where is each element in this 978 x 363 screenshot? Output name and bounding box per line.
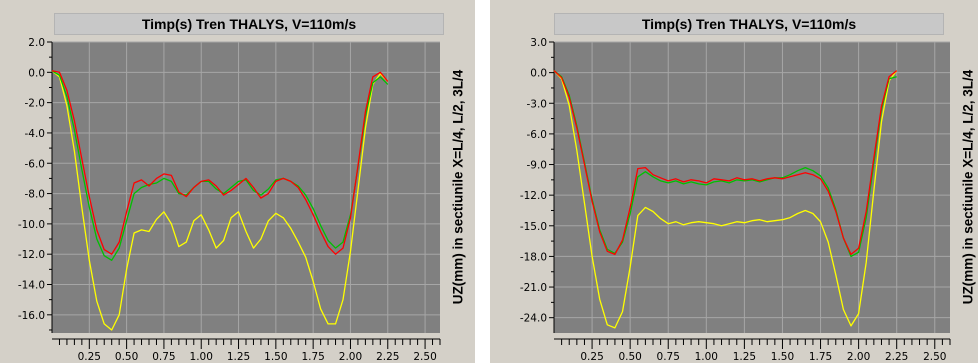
- x-tick-label: 1.75: [809, 351, 832, 363]
- y-tick-label: -9.0: [527, 160, 548, 172]
- plot-area: [52, 42, 440, 333]
- y-tick-label: -12.0: [18, 249, 45, 261]
- series-line: [51, 70, 389, 255]
- x-tick-label: 1.50: [771, 351, 794, 363]
- chart-panel-right: Timp(s) Tren THALYS, V=110m/s UZ(mm) in …: [490, 0, 978, 363]
- series-line: [553, 70, 898, 329]
- x-tick-label: 1.75: [301, 351, 324, 363]
- y-tick-label: -15.0: [520, 221, 547, 233]
- x-tick-label: 1.50: [264, 351, 287, 363]
- line-chart-right: 3.0 0.0 -3.0 -6.0 -9.0 -12.0 -15.0 -18.0 -21.0 -2…: [520, 37, 951, 363]
- x-tick-label: 1.00: [695, 351, 718, 363]
- x-tick-label: 0.50: [115, 351, 138, 363]
- x-tick-label: 2.50: [923, 351, 946, 363]
- y-tick-label: -2.0: [25, 98, 46, 110]
- series-line: [553, 70, 898, 256]
- x-tick-label: 1.25: [227, 351, 250, 363]
- x-tick-label: 0.75: [152, 351, 175, 363]
- y-tick-label: 0.0: [530, 68, 547, 80]
- y-tick-label: -6.0: [25, 158, 46, 170]
- series-line: [51, 70, 389, 331]
- y-tick-label: -16.0: [18, 310, 45, 322]
- y-tick-label: -10.0: [18, 219, 45, 231]
- x-tick-label: 2.50: [413, 351, 436, 363]
- y-tick-label: -12.0: [520, 190, 547, 202]
- x-tick-label: 1.25: [733, 351, 756, 363]
- y-tick-label: -6.0: [527, 129, 548, 141]
- y-tick-label: -18.0: [520, 251, 547, 263]
- y-tick-label: -3.0: [527, 98, 548, 110]
- x-tick-label: 2.25: [885, 351, 908, 363]
- chart-title: Timp(s) Tren THALYS, V=110m/s: [554, 13, 944, 35]
- x-tick-label: 2.00: [339, 351, 362, 363]
- x-tick-label: 2.25: [376, 351, 399, 363]
- y-tick-label: 2.0: [28, 37, 45, 49]
- x-tick-label: 2.00: [847, 351, 870, 363]
- x-tick-label: 0.75: [657, 351, 680, 363]
- y-tick-label: -24.0: [520, 313, 547, 325]
- x-tick-label: 0.25: [78, 351, 101, 363]
- x-tick-label: 0.50: [618, 351, 641, 363]
- x-tick-label: 1.00: [190, 351, 213, 363]
- x-tick-label: 0.25: [580, 351, 603, 363]
- y-tick-label: 3.0: [530, 37, 547, 49]
- y-tick-label: -8.0: [25, 189, 46, 201]
- plot-area: [554, 42, 950, 333]
- y-tick-label: -4.0: [25, 128, 46, 140]
- y-tick-label: -14.0: [18, 280, 45, 292]
- chart-title: Timp(s) Tren THALYS, V=110m/s: [54, 13, 444, 35]
- line-chart-left: 2.0 0.0 -2.0 -4.0 -6.0 -8.0 -10.0 -12.0 -14.0 -16…: [18, 37, 441, 363]
- chart-panel-left: Timp(s) Tren THALYS, V=110m/s UZ(mm) in …: [0, 0, 475, 363]
- y-tick-label: -21.0: [520, 282, 547, 294]
- y-tick-label: 0.0: [28, 67, 45, 79]
